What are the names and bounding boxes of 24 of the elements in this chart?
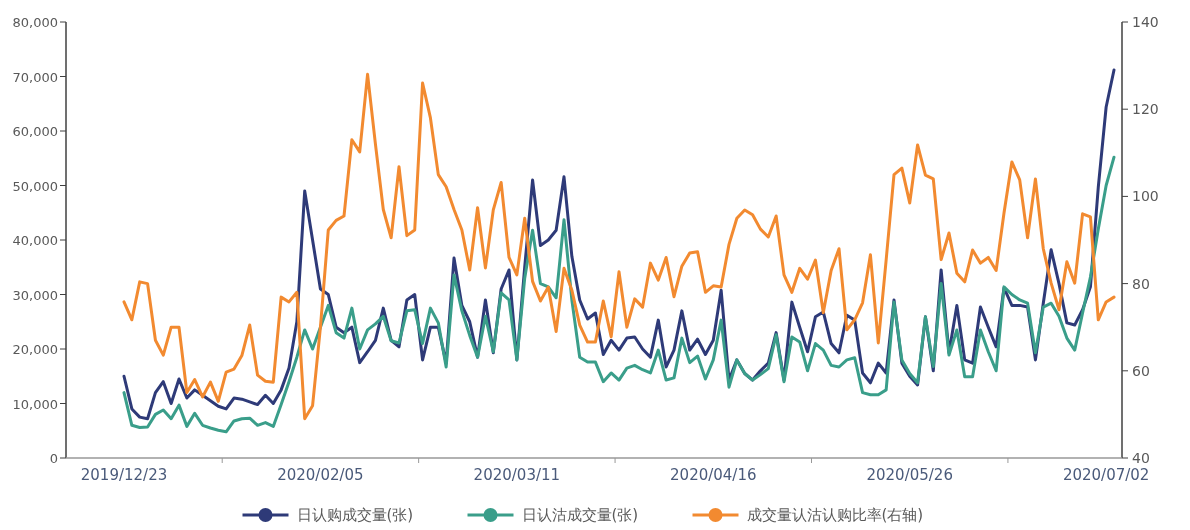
y2-tick-label: 40 [1132, 450, 1150, 466]
x-tick-label: 2020/05/26 [866, 466, 953, 484]
y2-tick-label: 140 [1132, 14, 1159, 30]
legend-label: 日认购成交量(张) [296, 506, 414, 524]
y-tick-label: 60,000 [12, 124, 58, 139]
y-tick-label: 20,000 [12, 342, 58, 357]
legend-label: 日认沽成交量(张) [521, 506, 639, 524]
y2-tick-label: 80 [1132, 275, 1150, 292]
x-tick-label: 2020/04/16 [670, 466, 757, 484]
x-tick-label: 2019/12/23 [80, 466, 168, 484]
y2-tick-label: 60 [1132, 362, 1150, 379]
y2-tick-label: 120 [1132, 101, 1159, 118]
x-tick-label: 2020/07/02 [1062, 466, 1150, 484]
x-tick-label: 2020/03/11 [473, 466, 561, 484]
y-tick-label: 80,000 [12, 15, 58, 30]
y-tick-label: 10,000 [12, 396, 58, 412]
y-tick-label: 70,000 [12, 69, 58, 85]
y-tick-label: 0 [49, 451, 58, 466]
y-tick-label: 30,000 [12, 287, 58, 303]
x-tick-label: 2020/02/05 [277, 466, 364, 484]
y-tick-label: 50,000 [12, 178, 58, 194]
y2-tick-label: 100 [1132, 188, 1159, 205]
legend-label: 成交量认沽认购比率(右轴) [746, 506, 924, 524]
y-tick-label: 40,000 [12, 233, 58, 248]
